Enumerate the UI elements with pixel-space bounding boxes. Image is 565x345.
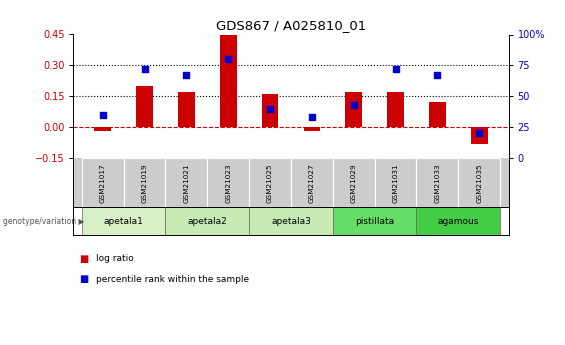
Bar: [178, 92, 195, 127]
Bar: [303, 127, 320, 131]
Bar: [249, 158, 291, 207]
Text: GSM21019: GSM21019: [142, 163, 147, 203]
Bar: [429, 102, 446, 127]
Text: log ratio: log ratio: [96, 254, 134, 263]
Title: GDS867 / A025810_01: GDS867 / A025810_01: [216, 19, 366, 32]
Point: [182, 72, 191, 78]
Bar: [375, 158, 416, 207]
Bar: [82, 207, 166, 235]
Bar: [124, 158, 166, 207]
Text: ■: ■: [79, 275, 88, 284]
Point: [433, 72, 442, 78]
Bar: [416, 207, 500, 235]
Bar: [136, 86, 153, 127]
Text: GSM21025: GSM21025: [267, 163, 273, 203]
Bar: [333, 207, 416, 235]
Bar: [82, 158, 124, 207]
Text: GSM21035: GSM21035: [476, 163, 482, 203]
Bar: [249, 207, 333, 235]
Text: percentile rank within the sample: percentile rank within the sample: [96, 275, 249, 284]
Point: [224, 57, 233, 62]
Text: GSM21027: GSM21027: [309, 163, 315, 203]
Text: pistillata: pistillata: [355, 217, 394, 226]
Bar: [220, 34, 237, 127]
Bar: [345, 92, 362, 127]
Text: GSM21031: GSM21031: [393, 163, 398, 203]
Text: GSM21021: GSM21021: [184, 163, 189, 203]
Bar: [166, 207, 249, 235]
Point: [307, 115, 316, 120]
Point: [98, 112, 107, 118]
Text: apetala1: apetala1: [104, 217, 144, 226]
Point: [140, 66, 149, 72]
Bar: [387, 92, 404, 127]
Bar: [94, 127, 111, 131]
Point: [266, 106, 275, 111]
Text: GSM21017: GSM21017: [100, 163, 106, 203]
Text: GSM21033: GSM21033: [434, 163, 440, 203]
Text: GSM21023: GSM21023: [225, 163, 231, 203]
Text: apetala3: apetala3: [271, 217, 311, 226]
Text: GSM21029: GSM21029: [351, 163, 357, 203]
Point: [475, 130, 484, 136]
Bar: [333, 158, 375, 207]
Point: [391, 66, 400, 72]
Bar: [207, 158, 249, 207]
Bar: [458, 158, 500, 207]
Bar: [166, 158, 207, 207]
Text: agamous: agamous: [438, 217, 479, 226]
Bar: [471, 127, 488, 144]
Text: apetala2: apetala2: [188, 217, 227, 226]
Text: genotype/variation ▶: genotype/variation ▶: [3, 217, 84, 226]
Bar: [291, 158, 333, 207]
Point: [349, 102, 358, 108]
Bar: [416, 158, 458, 207]
Text: ■: ■: [79, 254, 88, 264]
Bar: [262, 94, 279, 127]
